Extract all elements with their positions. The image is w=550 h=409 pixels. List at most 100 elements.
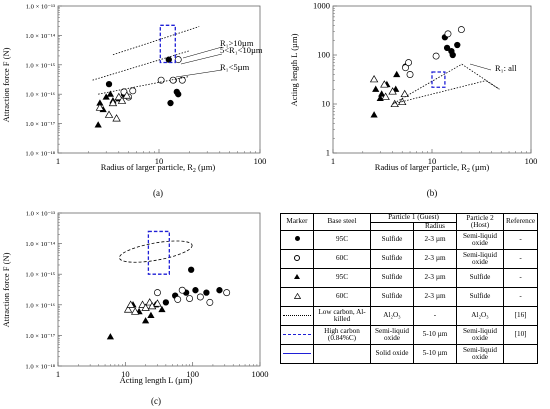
data-point-open-circle [157, 76, 165, 84]
y-tick-label: 1 [326, 148, 330, 158]
legend-radius-cell: - [413, 306, 457, 327]
legend-particle2-cell: Sulfide [456, 268, 504, 289]
panel-c-caption: (c) [151, 396, 161, 406]
reference-ellipse [118, 240, 193, 263]
data-point-open-circle [196, 293, 204, 301]
x-tick-label: 100 [186, 369, 199, 379]
legend-particle2-cell: Semi-liquid oxide [456, 230, 504, 251]
annotation-leader [175, 69, 223, 78]
legend-base-cell: 95C [313, 268, 371, 289]
data-point-open-circle [206, 298, 214, 306]
data-point-open-circle [154, 289, 161, 297]
data-point-open-triangle [400, 89, 409, 98]
data-point-filled-circle [216, 287, 223, 294]
legend-radius-cell: 2-3 µm [413, 268, 457, 289]
data-point-open-triangle [153, 299, 162, 307]
legend-marker-cell [280, 344, 314, 365]
annotation-label: R₁<5µm [220, 62, 250, 72]
panel-b-ylabel: Acting length L (µm) [289, 33, 299, 106]
data-point-filled-triangle [94, 121, 102, 128]
y-tick-label: 1.0 × 10⁻¹⁴ [25, 241, 55, 248]
data-point-open-triangle [369, 74, 379, 83]
legend-base-cell: High carbon (0.84%C) [313, 325, 371, 346]
legend-particle1-cell: Solid oxide [370, 344, 414, 365]
data-point-filled-circle [167, 99, 174, 107]
data-point-open-circle [129, 87, 137, 95]
high-carbon-box [431, 71, 446, 88]
data-point-open-triangle [130, 307, 140, 315]
legend-radius-cell: 2-3 µm [413, 287, 457, 308]
legend-base-cell: 60C [313, 287, 371, 308]
y-tick-label: 1.0 × 10⁻¹⁶ [25, 92, 55, 99]
data-point-filled-circle [188, 266, 195, 273]
data-point-filled-circle [175, 91, 182, 98]
data-point-filled-circle [165, 56, 172, 63]
panel-b-xlabel: Radius of larger particle, R2 (µm) [375, 162, 490, 174]
legend-row: Low carbon, Al-killed Al₂O₃ - Al₂O₃ [16] [280, 306, 539, 327]
legend-header-reference: Reference [502, 212, 539, 232]
data-point-open-circle [405, 59, 413, 67]
legend-radius-cell: 2-3 µm [413, 230, 457, 251]
y-tick-label: 1000 [313, 1, 330, 11]
legend-marker-cell [280, 268, 314, 289]
open-triangle-icon [293, 292, 301, 299]
x-tick-label: 10 [121, 369, 130, 379]
data-point-open-triangle [141, 303, 150, 311]
data-point-open-triangle [123, 305, 133, 313]
panel-a-xlabel: Radius of larger particle, R2 (µm) [101, 162, 216, 174]
high-carbon-box [159, 24, 176, 64]
annotation-leader [469, 63, 492, 71]
reference-line [98, 76, 190, 95]
data-point-filled-triangle [370, 111, 378, 118]
annotation-leader [180, 53, 223, 65]
data-point-open-triangle [114, 92, 124, 101]
legend-row: High carbon (0.84%C) Semi-liquid oxide 5-1… [280, 325, 539, 346]
data-point-filled-triangle [147, 311, 155, 319]
legend-radius-cell: 5-10 µm [413, 325, 457, 346]
legend-marker-cell [280, 325, 314, 346]
legend-radius-cell: 5-10 µm [413, 344, 457, 365]
annotation-label: 5<R₁<10µm [220, 45, 263, 55]
solid-line-icon [283, 353, 311, 355]
legend-subheader-blank [370, 221, 414, 232]
legend-particle1-cell: Sulfide [370, 268, 414, 289]
open-circle-icon [294, 254, 300, 261]
data-point-open-triangle [108, 98, 118, 107]
panel-b-caption: (b) [427, 188, 438, 198]
data-point-filled-triangle [106, 333, 114, 340]
legend-reference-cell: [10] [502, 325, 539, 346]
reference-line [112, 26, 200, 56]
legend-particle2-cell: Semi-liquid oxide [456, 344, 504, 365]
legend-row: Solid oxide 5-10 µm Semi-liquid oxide [280, 344, 539, 365]
legend-marker-cell [280, 287, 314, 308]
x-tick-label: 1 [331, 156, 335, 166]
x-tick-label: 1 [56, 369, 60, 379]
legend-particle2-cell: Semi-liquid oxide [456, 325, 504, 346]
y-tick-label: 1.0 × 10⁻¹⁵ [25, 272, 55, 279]
legend-particle1-cell: Al₂O₃ [370, 306, 414, 327]
legend-base-cell [313, 344, 371, 365]
legend-header-marker: Marker [280, 212, 314, 232]
data-point-open-triangle [388, 87, 397, 95]
data-point-open-circle [169, 76, 177, 84]
data-point-filled-circle [443, 44, 451, 51]
y-tick-label: 1.0 × 10⁻¹⁵ [25, 62, 55, 69]
annotation-label: R₁>10µm [220, 38, 254, 48]
data-point-open-circle [223, 289, 231, 297]
data-point-filled-triangle [378, 90, 386, 97]
data-point-open-circle [178, 76, 186, 84]
data-point-filled-triangle [141, 317, 150, 324]
legend-particle1-cell: Sulfide [370, 249, 414, 270]
panel-b-chart: Acting length L (µm) Radius of larger pa… [289, 1, 537, 199]
legend-row: 95C Sulfide 2-3 µm Sulfide - [280, 268, 539, 289]
dashed-line-icon [283, 334, 311, 336]
data-point-open-circle [432, 52, 440, 60]
legend-body: 95C Sulfide 2-3 µm Semi-liquid oxide -60C Sul… [280, 230, 539, 365]
legend-base-cell: Low carbon, Al-killed [313, 306, 371, 327]
y-tick-label: 1.0 × 10⁻¹⁸ [25, 364, 55, 371]
x-tick-label: 1 [56, 156, 60, 166]
data-point-filled-triangle [372, 85, 380, 92]
reference-region [392, 63, 500, 105]
data-point-open-circle [174, 56, 182, 64]
